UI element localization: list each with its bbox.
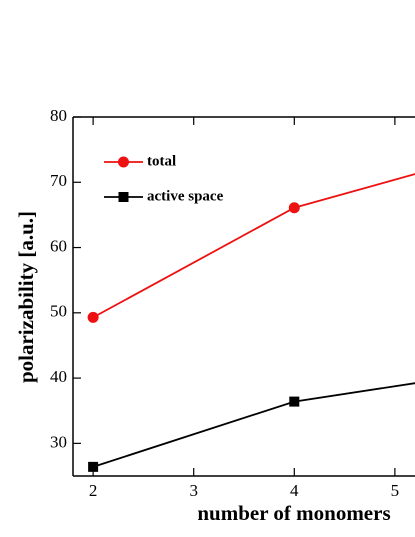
series-line (92, 382, 415, 468)
series-line (92, 173, 415, 319)
data-point (288, 202, 300, 214)
x-axis-label: number of monomers (197, 501, 390, 525)
x-tick-label: 5 (391, 481, 400, 500)
legend-label: total (147, 153, 176, 169)
data-point (87, 311, 99, 323)
x-tick-label: 3 (189, 481, 198, 500)
legend-marker (118, 156, 129, 168)
y-tick-label: 40 (50, 367, 67, 386)
x-tick-label: 4 (290, 481, 299, 500)
x-tick-label: 2 (89, 481, 98, 500)
y-tick-label: 50 (50, 302, 67, 321)
y-tick-label: 60 (50, 236, 67, 255)
data-point (289, 396, 300, 407)
data-point (88, 461, 99, 472)
legend-label: active space (147, 188, 224, 204)
y-tick-label: 80 (50, 106, 67, 125)
y-tick-label: 30 (50, 432, 67, 451)
y-tick-label: 70 (50, 171, 67, 190)
y-axis-label: polarizability [a.u.] (14, 211, 38, 383)
plot-area (87, 173, 415, 472)
legend-marker (118, 192, 129, 202)
